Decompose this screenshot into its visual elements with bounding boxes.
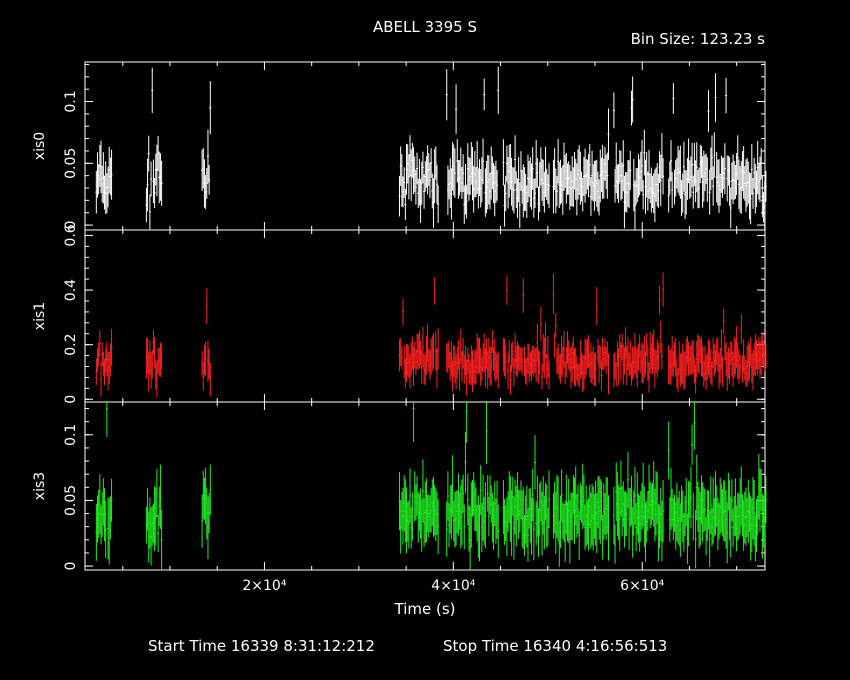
y-tick-label: 0.6 — [63, 224, 79, 246]
y-tick-label: 0 — [63, 395, 79, 404]
chart-title: ABELL 3395 S — [373, 18, 477, 36]
panel-frame — [84, 401, 766, 571]
y-tick-label: 0.1 — [63, 90, 79, 112]
start-time-label: Start Time 16339 8:31:12:212 — [148, 637, 375, 655]
series-xis0 — [95, 66, 767, 230]
panel-xis0: 0 0.05 0.1 xis0 — [32, 61, 767, 231]
x-axis-label: Time (s) — [394, 600, 456, 618]
y-tick-label: 0.4 — [63, 279, 79, 301]
y-axis-label-xis0: xis0 — [32, 132, 48, 160]
panel-xis1: 0 0.2 0.4 0.6 xis1 — [32, 224, 767, 404]
series-xis1 — [95, 272, 767, 398]
y-tick-label: 0 — [63, 562, 79, 571]
stop-time-label: Stop Time 16340 4:16:56:513 — [443, 637, 667, 655]
y-tick-label: 0.05 — [63, 485, 79, 516]
series-xis3 — [95, 402, 767, 570]
y-tick-label: 0 — [63, 221, 79, 230]
y-tick-label: 0.05 — [63, 148, 79, 179]
x-tick-label: 4×10⁴ — [431, 578, 475, 594]
y-tick-label: 0.1 — [63, 424, 79, 446]
y-tick-label: 0.2 — [63, 334, 79, 356]
x-tick-label: 6×10⁴ — [620, 578, 664, 594]
x-tick-label: 2×10⁴ — [242, 578, 286, 594]
bin-size-label: Bin Size: 123.23 s — [631, 30, 766, 48]
panels-group: 0 0.05 0.1 xis0 0 0.2 0.4 0.6 xis1 0 0.05 0.1 xis3 2×… — [32, 61, 767, 594]
panel-frame — [84, 61, 766, 231]
y-axis-label-xis1: xis1 — [32, 302, 48, 330]
y-axis-label-xis3: xis3 — [32, 472, 48, 500]
panel-xis3: 0 0.05 0.1 xis3 — [32, 401, 767, 571]
